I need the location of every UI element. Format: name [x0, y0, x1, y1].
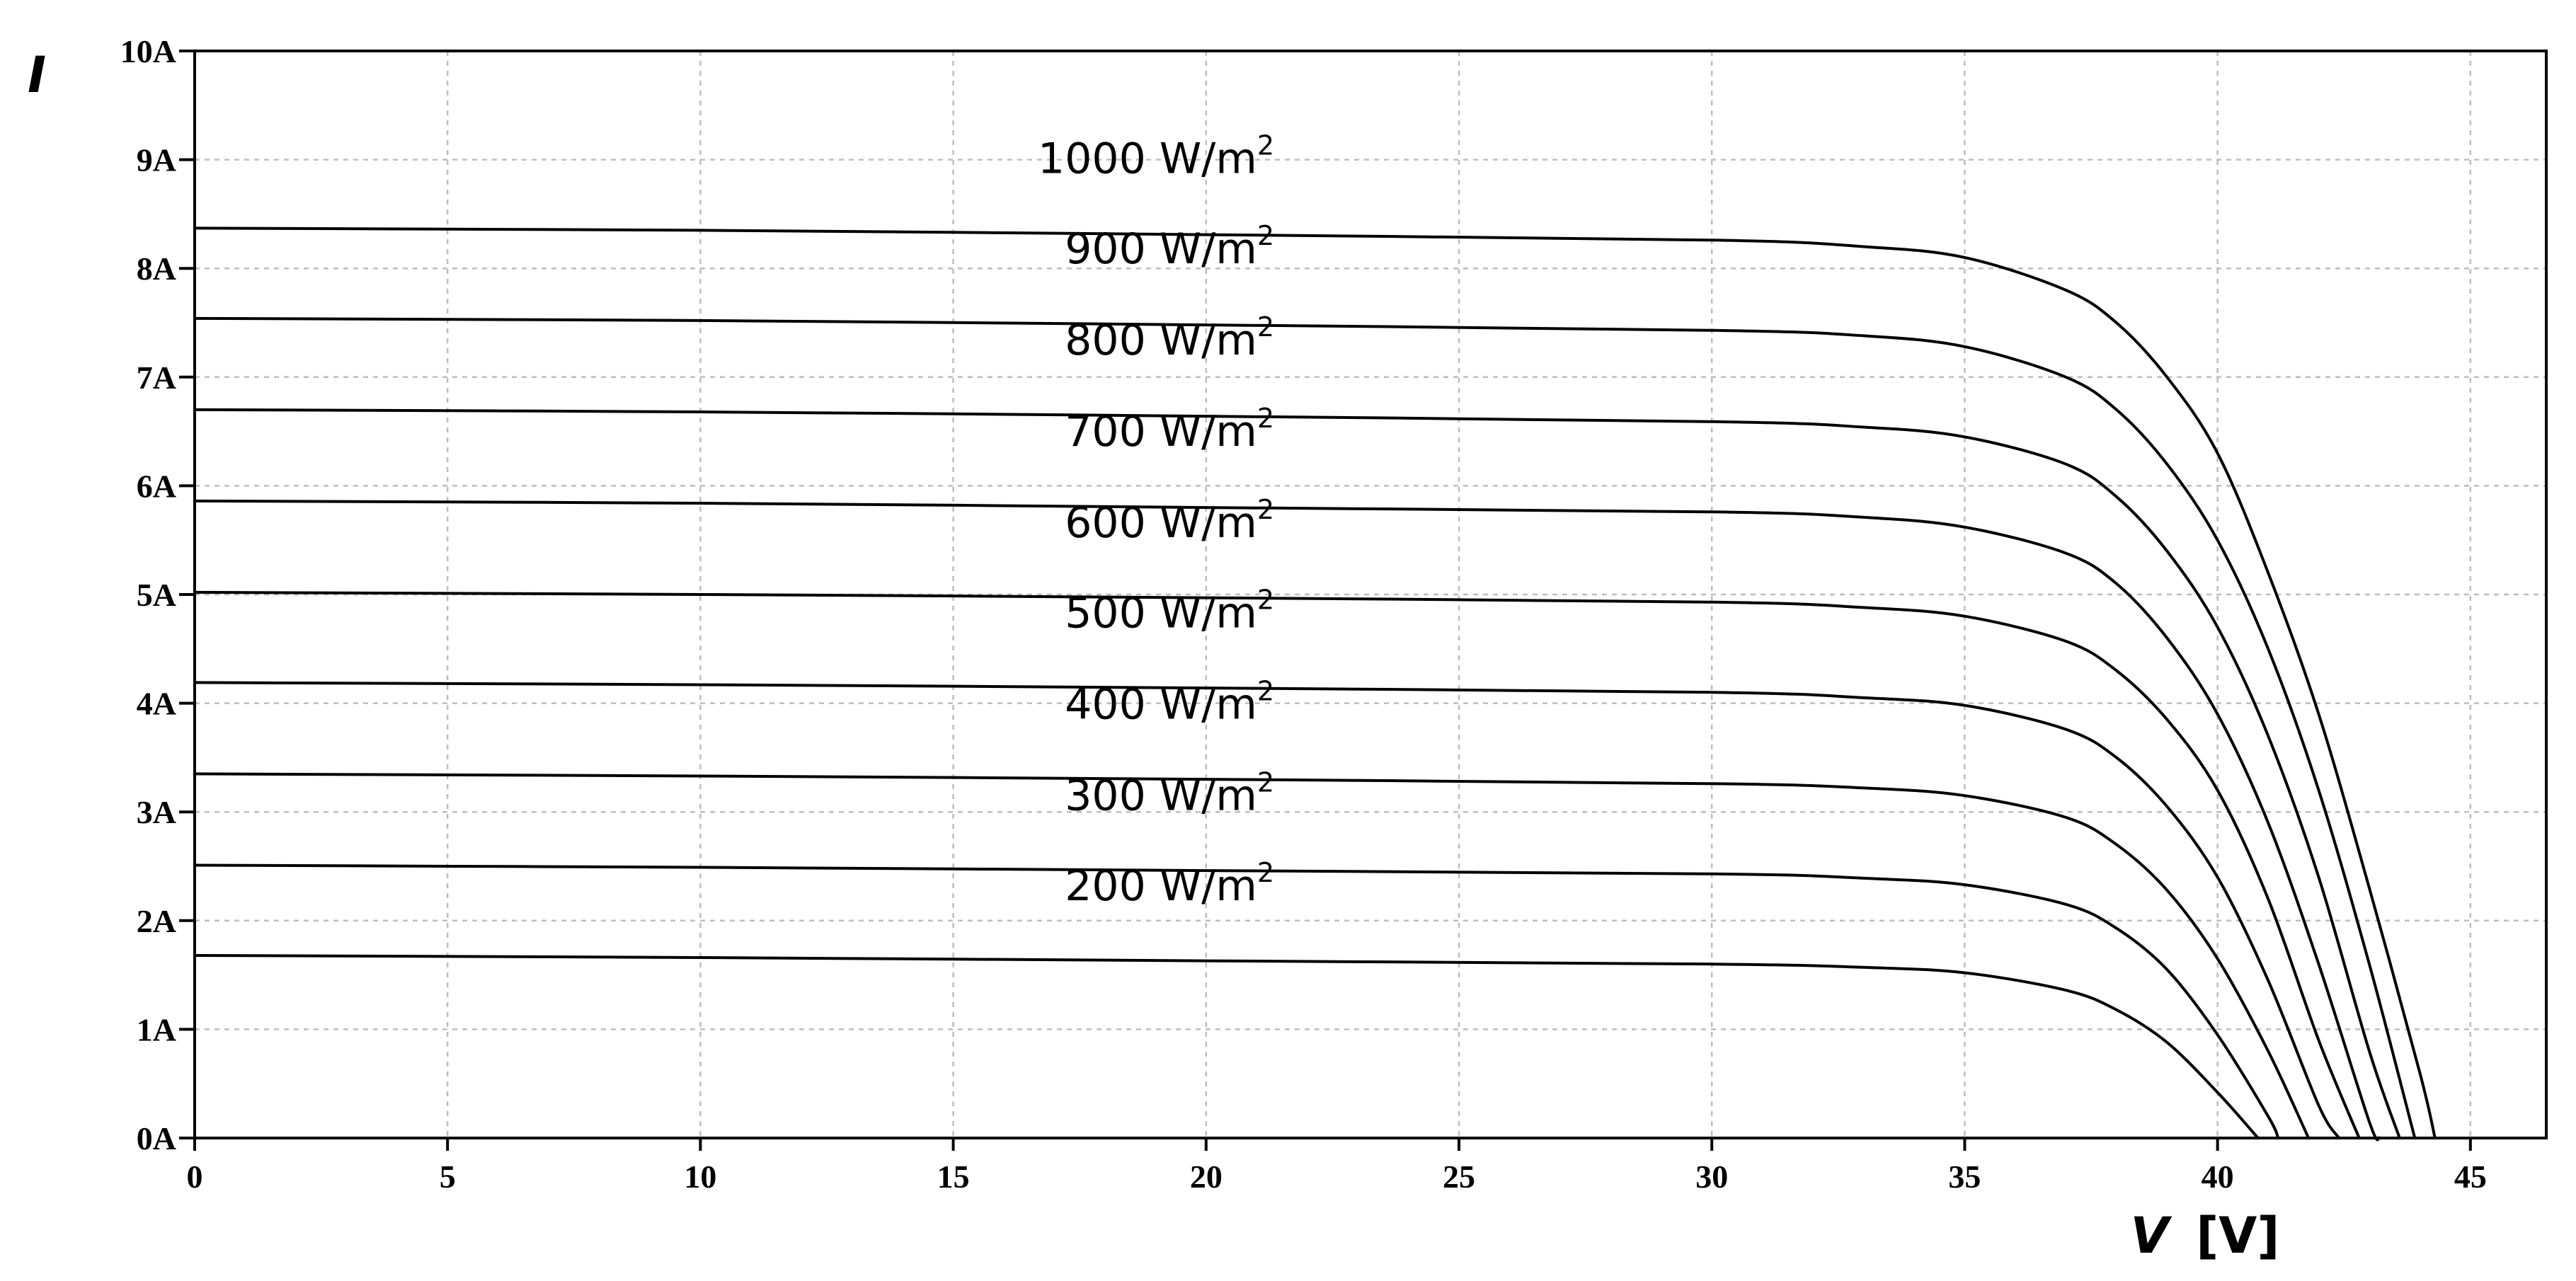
curves	[193, 226, 2437, 1142]
x-axis-title-unit: [V]	[2196, 1207, 2279, 1265]
y-tick-label: 8A	[137, 251, 176, 287]
curve-label-superscript: 2	[1257, 766, 1274, 798]
x-tick-label: 15	[937, 1159, 970, 1195]
curve-label-text: 600 W/m	[1065, 498, 1257, 548]
x-tick-label: 20	[1190, 1159, 1223, 1195]
curve-label: 200 W/m2	[1065, 857, 1274, 911]
iv-curve	[193, 499, 2381, 1142]
iv-curve	[193, 408, 2401, 1139]
x-tick-label: 5	[440, 1159, 456, 1195]
curve-label: 1000 W/m2	[1038, 130, 1274, 183]
curve-label: 800 W/m2	[1065, 311, 1274, 365]
iv-curve	[193, 226, 2437, 1139]
x-axis-title: V [V]	[2131, 1207, 2280, 1265]
curve-label: 400 W/m2	[1065, 675, 1274, 729]
y-tick-label: 10A	[120, 33, 176, 69]
curve-label-superscript: 2	[1257, 220, 1274, 251]
y-tick-label: 9A	[137, 142, 176, 178]
curve-label-superscript: 2	[1257, 311, 1274, 343]
y-tick-label: 5A	[137, 577, 176, 613]
y-tick-label: 3A	[137, 794, 176, 830]
curve-label: 300 W/m2	[1065, 766, 1274, 820]
iv-curve	[193, 590, 2361, 1139]
x-tick-label: 10	[684, 1159, 716, 1195]
iv-curve	[193, 863, 2280, 1139]
curve-label-text: 400 W/m	[1065, 679, 1257, 729]
curve-label-superscript: 2	[1257, 403, 1274, 434]
y-tick-label: 4A	[137, 686, 176, 722]
curve-label-text: 500 W/m	[1065, 588, 1257, 638]
y-tick-label: 6A	[137, 468, 176, 504]
curve-label-superscript: 2	[1257, 857, 1274, 888]
curve-label-text: 1000 W/m	[1038, 134, 1257, 183]
iv-curve	[193, 954, 2260, 1139]
y-tick-label: 0A	[137, 1120, 176, 1156]
curve-label-superscript: 2	[1257, 675, 1274, 706]
y-tick-label: 7A	[137, 360, 176, 396]
y-tick-label: 2A	[137, 903, 176, 939]
x-tick-label: 30	[1695, 1159, 1728, 1195]
iv-curve	[193, 681, 2341, 1139]
iv-curve	[193, 772, 2311, 1139]
curve-label-text: 700 W/m	[1065, 407, 1257, 456]
curve-label-text: 800 W/m	[1065, 316, 1257, 365]
iv-curve	[193, 316, 2417, 1139]
x-tick-label: 45	[2454, 1159, 2487, 1195]
x-tick-label: 25	[1443, 1159, 1475, 1195]
curve-label: 500 W/m2	[1065, 584, 1274, 638]
x-axis-title-symbol: V	[2131, 1207, 2173, 1265]
curve-label-superscript: 2	[1257, 494, 1274, 525]
curve-label-superscript: 2	[1257, 130, 1274, 161]
curve-label: 900 W/m2	[1065, 220, 1274, 274]
y-tick-label: 1A	[137, 1011, 176, 1047]
y-axis-title: I	[28, 46, 46, 104]
curve-label: 600 W/m2	[1065, 494, 1274, 548]
curve-label-text: 300 W/m	[1065, 771, 1257, 820]
x-tick-label: 40	[2202, 1159, 2234, 1195]
curve-label-text: 200 W/m	[1065, 861, 1257, 911]
axis-ticks: 0 5 10 15 20 25 30 35 40 45 0A 1A 2A 3A 4A 5A 6A 7A 8A 9A 10…	[120, 33, 2487, 1195]
x-tick-label: 0	[187, 1159, 203, 1195]
curve-label: 700 W/m2	[1065, 403, 1274, 456]
curve-label-text: 900 W/m	[1065, 224, 1257, 274]
x-tick-label: 35	[1948, 1159, 1981, 1195]
curve-label-superscript: 2	[1257, 584, 1274, 615]
